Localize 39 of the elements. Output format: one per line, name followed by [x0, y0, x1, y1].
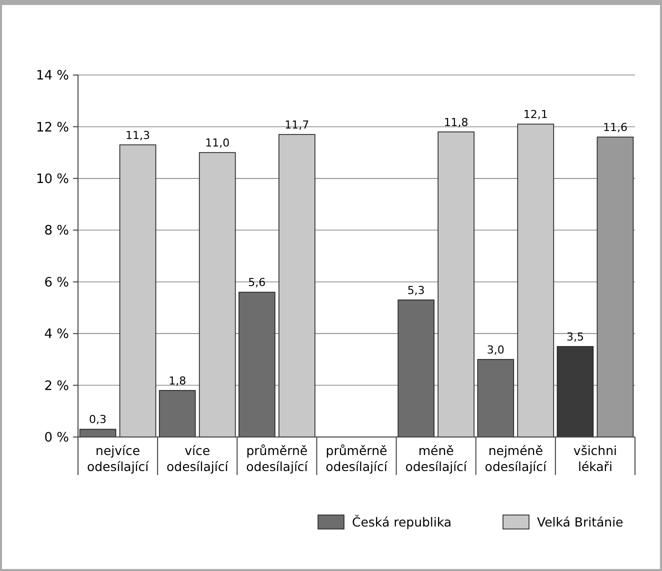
bar — [477, 359, 514, 438]
x-tick-label: průměrně odesílající — [246, 443, 308, 474]
data-label: 3,0 — [486, 343, 504, 356]
data-label: 11,0 — [205, 136, 230, 150]
data-label: 1,8 — [168, 374, 186, 388]
x-tick-label: více odesílající — [166, 443, 229, 474]
bar — [596, 136, 634, 438]
y-tick-label: 2 % — [44, 378, 69, 394]
data-label: 5,6 — [248, 276, 266, 290]
bar — [238, 292, 276, 438]
y-tick-label: 6 % — [44, 275, 69, 290]
x-tick-label: nejvíce odesílající — [86, 443, 150, 474]
bar — [198, 152, 236, 438]
bar — [119, 144, 156, 438]
data-label: 0,3 — [89, 413, 107, 426]
bar — [517, 124, 554, 438]
data-label: 5,3 — [407, 284, 425, 297]
bar — [398, 300, 434, 438]
y-tick-label: 8 % — [44, 224, 69, 239]
y-tick-label: 0 % — [44, 430, 69, 446]
x-tick-label: všichni lékaři — [573, 443, 618, 474]
data-label: 12,1 — [523, 108, 548, 122]
y-tick-label: 12 % — [36, 120, 69, 136]
bar — [158, 390, 196, 438]
x-tick-label: průměrně odesílající — [326, 443, 388, 474]
y-tick-label: 10 % — [36, 172, 69, 187]
x-tick-label: méně odesílající — [405, 443, 468, 474]
data-label: 3,5 — [566, 330, 584, 344]
y-tick-label: 14 % — [36, 68, 69, 84]
legend-label: Česká republika — [352, 514, 452, 530]
data-label: 11,6 — [602, 121, 628, 134]
x-tick-label: nejméně odesílající — [484, 443, 548, 474]
y-tick-label: 4 % — [44, 327, 69, 342]
data-label: 11,3 — [126, 128, 150, 142]
legend-label: Velká Británie — [537, 514, 624, 530]
bar — [438, 131, 474, 438]
data-label: 11,8 — [444, 116, 468, 129]
data-label: 11,7 — [284, 118, 310, 132]
bar — [278, 134, 316, 438]
